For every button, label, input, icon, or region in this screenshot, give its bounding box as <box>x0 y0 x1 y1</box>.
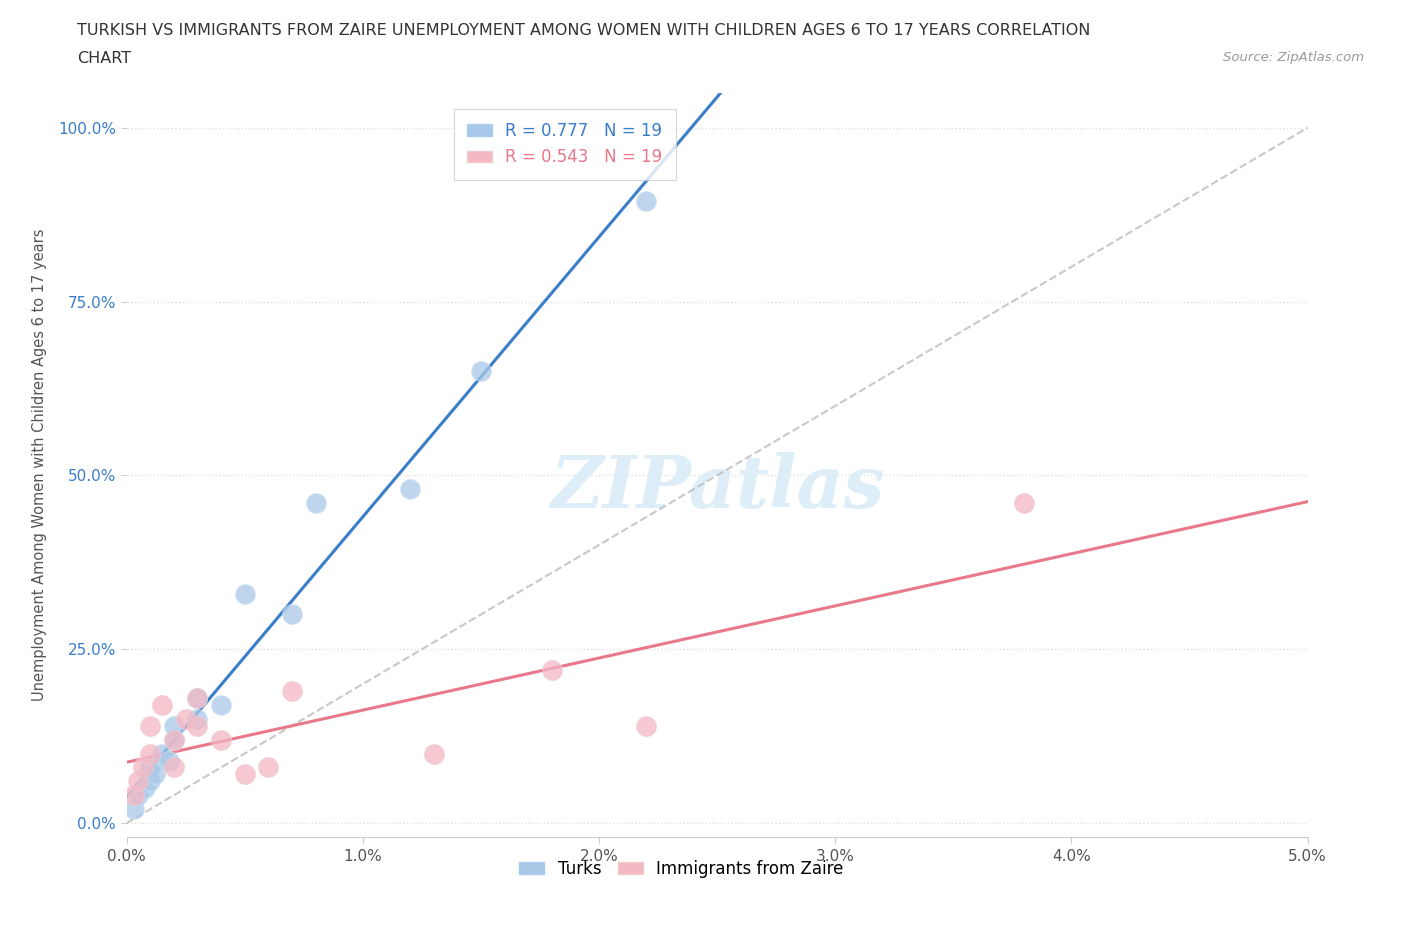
Point <box>186 690 208 705</box>
Point <box>174 711 197 726</box>
Point <box>163 732 186 747</box>
Point <box>540 663 562 678</box>
Point <box>281 684 304 698</box>
Point <box>143 767 166 782</box>
Point <box>186 690 208 705</box>
Point <box>150 746 173 761</box>
Point <box>636 718 658 733</box>
Point <box>150 698 173 712</box>
Point <box>122 788 145 803</box>
Point <box>163 718 186 733</box>
Point <box>127 788 149 803</box>
Point <box>139 774 162 789</box>
Point <box>127 774 149 789</box>
Point <box>470 364 492 379</box>
Point <box>163 732 186 747</box>
Point <box>1012 496 1035 511</box>
Point <box>233 767 256 782</box>
Point <box>163 760 186 775</box>
Legend: Turks, Immigrants from Zaire: Turks, Immigrants from Zaire <box>513 853 851 884</box>
Point <box>209 698 232 712</box>
Text: Source: ZipAtlas.com: Source: ZipAtlas.com <box>1223 51 1364 64</box>
Point <box>399 482 422 497</box>
Text: TURKISH VS IMMIGRANTS FROM ZAIRE UNEMPLOYMENT AMONG WOMEN WITH CHILDREN AGES 6 T: TURKISH VS IMMIGRANTS FROM ZAIRE UNEMPLO… <box>77 23 1091 38</box>
Y-axis label: Unemployment Among Women with Children Ages 6 to 17 years: Unemployment Among Women with Children A… <box>32 229 46 701</box>
Text: CHART: CHART <box>77 51 131 66</box>
Point <box>422 746 444 761</box>
Point <box>132 760 155 775</box>
Point <box>139 746 162 761</box>
Point <box>304 496 326 511</box>
Point <box>257 760 280 775</box>
Point <box>122 802 145 817</box>
Point <box>139 718 162 733</box>
Point <box>186 711 208 726</box>
Text: ZIPatlas: ZIPatlas <box>550 452 884 523</box>
Point <box>209 732 232 747</box>
Point <box>157 753 180 768</box>
Point <box>139 760 162 775</box>
Point <box>281 607 304 622</box>
Point <box>134 781 156 796</box>
Point <box>186 718 208 733</box>
Point <box>233 586 256 601</box>
Point <box>636 193 658 208</box>
